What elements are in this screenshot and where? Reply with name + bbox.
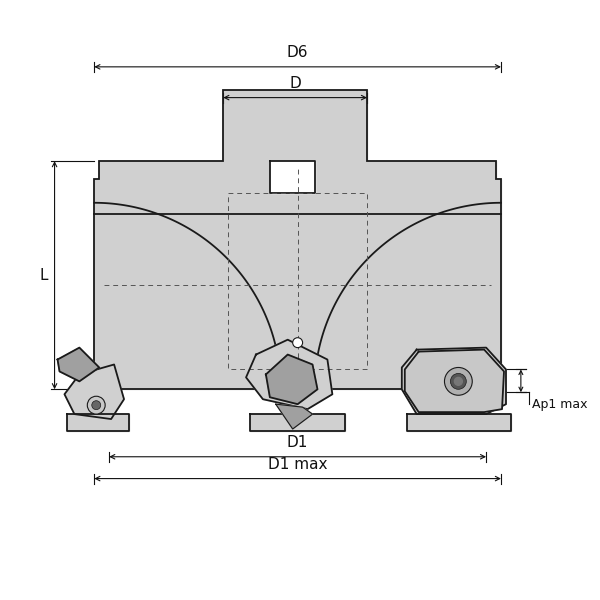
Polygon shape — [250, 414, 345, 431]
Circle shape — [445, 367, 472, 395]
Polygon shape — [276, 404, 313, 429]
Polygon shape — [67, 414, 129, 431]
Polygon shape — [270, 161, 316, 193]
Circle shape — [88, 396, 105, 414]
Text: D1 max: D1 max — [268, 457, 328, 472]
Polygon shape — [407, 414, 511, 431]
Circle shape — [454, 377, 463, 385]
Polygon shape — [58, 347, 99, 382]
Circle shape — [293, 338, 302, 347]
Circle shape — [451, 373, 466, 389]
Text: D: D — [289, 76, 301, 91]
Text: Ap1 max: Ap1 max — [532, 398, 587, 410]
Polygon shape — [64, 364, 124, 419]
Polygon shape — [405, 350, 504, 412]
Text: D1: D1 — [287, 435, 308, 450]
Circle shape — [92, 401, 101, 410]
Text: L: L — [39, 268, 47, 283]
Polygon shape — [94, 89, 501, 389]
Polygon shape — [402, 347, 506, 414]
Polygon shape — [246, 340, 332, 409]
Text: D6: D6 — [287, 45, 308, 60]
Polygon shape — [266, 355, 317, 404]
